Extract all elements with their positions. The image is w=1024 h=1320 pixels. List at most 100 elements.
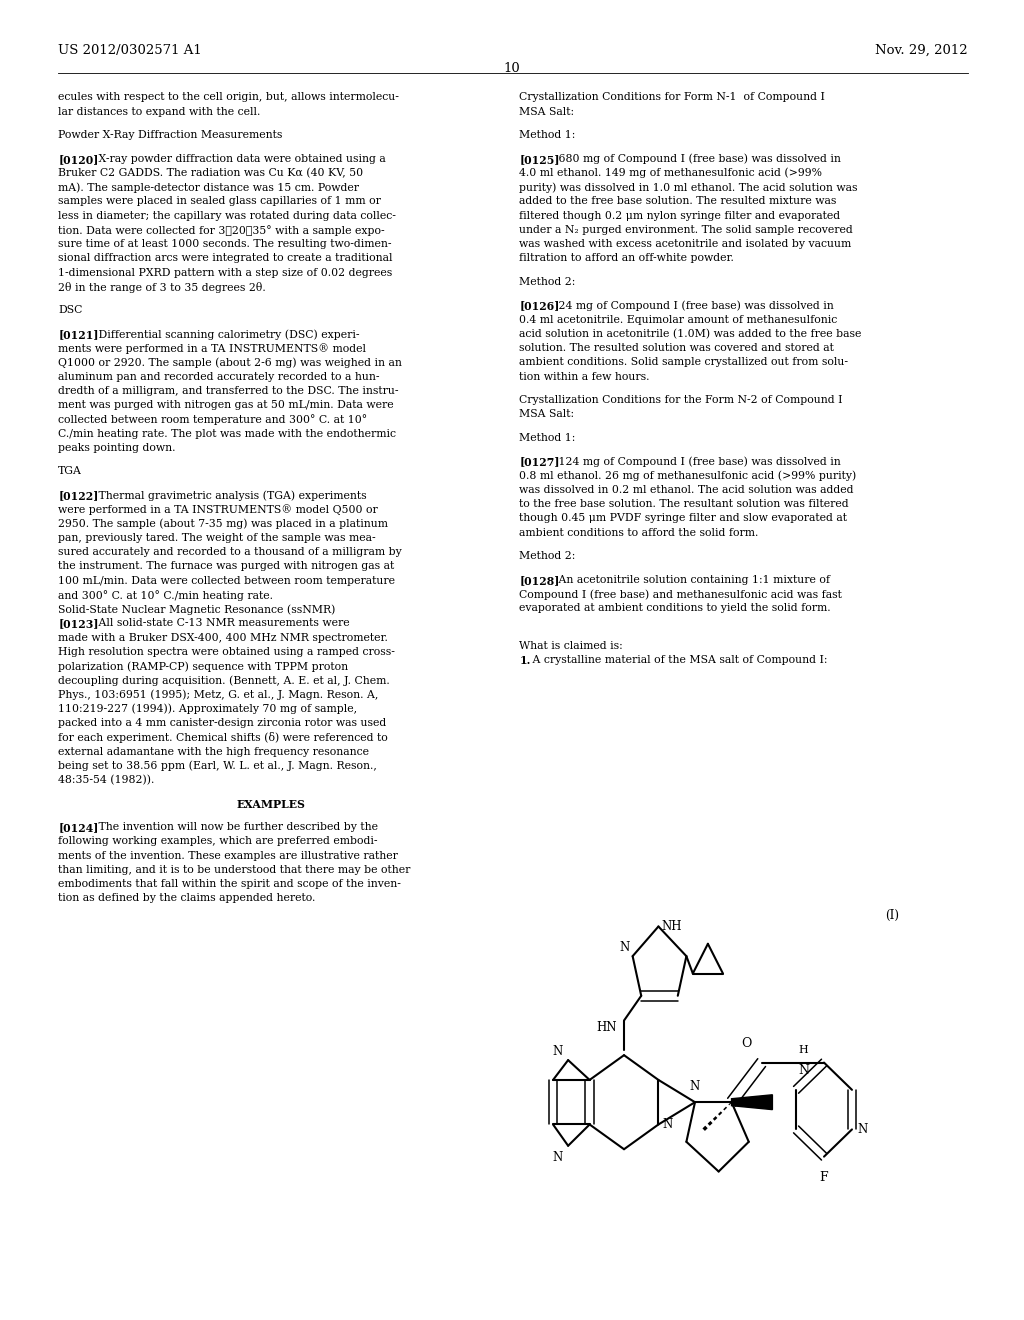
Text: [0122]: [0122] — [58, 490, 98, 502]
Text: evaporated at ambient conditions to yield the solid form.: evaporated at ambient conditions to yiel… — [519, 603, 830, 614]
Text: Method 1:: Method 1: — [519, 131, 575, 140]
Text: embodiments that fall within the spirit and scope of the inven-: embodiments that fall within the spirit … — [58, 879, 401, 890]
Text: ambient conditions. Solid sample crystallized out from solu-: ambient conditions. Solid sample crystal… — [519, 358, 848, 367]
Text: lar distances to expand with the cell.: lar distances to expand with the cell. — [58, 107, 261, 116]
Text: [0127]: [0127] — [519, 457, 560, 467]
Text: made with a Bruker DSX-400, 400 MHz NMR spectrometer.: made with a Bruker DSX-400, 400 MHz NMR … — [58, 632, 388, 643]
Text: ments were performed in a TA INSTRUMENTS® model: ments were performed in a TA INSTRUMENTS… — [58, 343, 367, 354]
Text: An acetonitrile solution containing 1:1 mixture of: An acetonitrile solution containing 1:1 … — [549, 574, 830, 585]
Text: 48:35-54 (1982)).: 48:35-54 (1982)). — [58, 775, 155, 785]
Text: added to the free base solution. The resulted mixture was: added to the free base solution. The res… — [519, 197, 837, 206]
Text: H: H — [799, 1045, 808, 1055]
Text: DSC: DSC — [58, 305, 83, 315]
Text: purity) was dissolved in 1.0 ml ethanol. The acid solution was: purity) was dissolved in 1.0 ml ethanol.… — [519, 182, 858, 193]
Text: 1-dimensional PXRD pattern with a step size of 0.02 degrees: 1-dimensional PXRD pattern with a step s… — [58, 268, 392, 277]
Text: US 2012/0302571 A1: US 2012/0302571 A1 — [58, 44, 202, 57]
Text: N: N — [799, 1064, 809, 1077]
Text: and 300° C. at 10° C./min heating rate.: and 300° C. at 10° C./min heating rate. — [58, 590, 273, 601]
Text: tion as defined by the claims appended hereto.: tion as defined by the claims appended h… — [58, 894, 315, 903]
Text: pan, previously tared. The weight of the sample was mea-: pan, previously tared. The weight of the… — [58, 533, 376, 543]
Text: [0121]: [0121] — [58, 329, 99, 341]
Text: High resolution spectra were obtained using a ramped cross-: High resolution spectra were obtained us… — [58, 647, 395, 657]
Text: 1.: 1. — [519, 655, 530, 665]
Text: tion within a few hours.: tion within a few hours. — [519, 372, 649, 381]
Text: Solid-State Nuclear Magnetic Resonance (ssNMR): Solid-State Nuclear Magnetic Resonance (… — [58, 605, 336, 615]
Text: Nov. 29, 2012: Nov. 29, 2012 — [876, 44, 968, 57]
Text: O: O — [741, 1038, 752, 1051]
Text: Method 2:: Method 2: — [519, 552, 575, 561]
Text: was dissolved in 0.2 ml ethanol. The acid solution was added: was dissolved in 0.2 ml ethanol. The aci… — [519, 484, 854, 495]
Text: 110:219-227 (1994)). Approximately 70 mg of sample,: 110:219-227 (1994)). Approximately 70 mg… — [58, 704, 357, 714]
Text: N: N — [857, 1123, 867, 1137]
Text: TGA: TGA — [58, 466, 82, 477]
Text: 0.8 ml ethanol. 26 mg of methanesulfonic acid (>99% purity): 0.8 ml ethanol. 26 mg of methanesulfonic… — [519, 471, 856, 482]
Text: Crystallization Conditions for Form N-1  of Compound I: Crystallization Conditions for Form N-1 … — [519, 92, 825, 103]
Text: external adamantane with the high frequency resonance: external adamantane with the high freque… — [58, 747, 370, 756]
Text: (I): (I) — [886, 909, 899, 923]
Text: [0123]: [0123] — [58, 618, 99, 630]
Text: filtration to afford an off-white powder.: filtration to afford an off-white powder… — [519, 253, 734, 264]
Polygon shape — [731, 1094, 772, 1110]
Text: decoupling during acquisition. (Bennett, A. E. et al, J. Chem.: decoupling during acquisition. (Bennett,… — [58, 676, 390, 686]
Text: aluminum pan and recorded accurately recorded to a hun-: aluminum pan and recorded accurately rec… — [58, 372, 380, 381]
Text: than limiting, and it is to be understood that there may be other: than limiting, and it is to be understoo… — [58, 865, 411, 875]
Text: filtered though 0.2 μm nylon syringe filter and evaporated: filtered though 0.2 μm nylon syringe fil… — [519, 211, 841, 220]
Text: Phys., 103:6951 (1995); Metz, G. et al., J. Magn. Reson. A,: Phys., 103:6951 (1995); Metz, G. et al.,… — [58, 689, 379, 700]
Text: dredth of a milligram, and transferred to the DSC. The instru-: dredth of a milligram, and transferred t… — [58, 385, 399, 396]
Text: Method 1:: Method 1: — [519, 433, 575, 444]
Text: ment was purged with nitrogen gas at 50 mL/min. Data were: ment was purged with nitrogen gas at 50 … — [58, 400, 394, 411]
Text: acid solution in acetonitrile (1.0M) was added to the free base: acid solution in acetonitrile (1.0M) was… — [519, 329, 861, 339]
Text: the instrument. The furnace was purged with nitrogen gas at: the instrument. The furnace was purged w… — [58, 561, 394, 572]
Text: for each experiment. Chemical shifts (δ) were referenced to: for each experiment. Chemical shifts (δ)… — [58, 733, 388, 743]
Text: [0128]: [0128] — [519, 574, 559, 586]
Text: peaks pointing down.: peaks pointing down. — [58, 444, 176, 453]
Text: 2θ in the range of 3 to 35 degrees 2θ.: 2θ in the range of 3 to 35 degrees 2θ. — [58, 282, 266, 293]
Text: A crystalline material of the MSA salt of Compound I:: A crystalline material of the MSA salt o… — [528, 655, 827, 665]
Text: X-ray powder diffraction data were obtained using a: X-ray powder diffraction data were obtai… — [87, 153, 385, 164]
Text: Method 2:: Method 2: — [519, 277, 575, 286]
Text: The invention will now be further described by the: The invention will now be further descri… — [87, 822, 378, 832]
Text: being set to 38.56 ppm (Earl, W. L. et al., J. Magn. Reson.,: being set to 38.56 ppm (Earl, W. L. et a… — [58, 760, 377, 771]
Text: sure time of at least 1000 seconds. The resulting two-dimen-: sure time of at least 1000 seconds. The … — [58, 239, 392, 249]
Text: less in diameter; the capillary was rotated during data collec-: less in diameter; the capillary was rota… — [58, 211, 396, 220]
Text: 0.4 ml acetonitrile. Equimolar amount of methanesulfonic: 0.4 ml acetonitrile. Equimolar amount of… — [519, 314, 838, 325]
Text: tion. Data were collected for 3≦20≦35° with a sample expo-: tion. Data were collected for 3≦20≦35° w… — [58, 224, 385, 236]
Text: MSA Salt:: MSA Salt: — [519, 107, 574, 116]
Text: collected between room temperature and 300° C. at 10°: collected between room temperature and 3… — [58, 414, 368, 425]
Text: 24 mg of Compound I (free base) was dissolved in: 24 mg of Compound I (free base) was diss… — [549, 301, 835, 312]
Text: N: N — [690, 1080, 700, 1093]
Text: packed into a 4 mm canister-design zirconia rotor was used: packed into a 4 mm canister-design zirco… — [58, 718, 387, 729]
Text: mA). The sample-detector distance was 15 cm. Powder: mA). The sample-detector distance was 15… — [58, 182, 359, 193]
Text: What is claimed is:: What is claimed is: — [519, 640, 623, 651]
Text: F: F — [819, 1171, 828, 1184]
Text: MSA Salt:: MSA Salt: — [519, 409, 574, 420]
Text: N: N — [663, 1118, 673, 1131]
Text: though 0.45 μm PVDF syringe filter and slow evaporated at: though 0.45 μm PVDF syringe filter and s… — [519, 513, 847, 524]
Text: ambient conditions to afford the solid form.: ambient conditions to afford the solid f… — [519, 528, 759, 537]
Text: polarization (RAMP-CP) sequence with TPPM proton: polarization (RAMP-CP) sequence with TPP… — [58, 661, 348, 672]
Text: C./min heating rate. The plot was made with the endothermic: C./min heating rate. The plot was made w… — [58, 429, 396, 438]
Text: ecules with respect to the cell origin, but, allows intermolecu-: ecules with respect to the cell origin, … — [58, 92, 399, 103]
Text: [0124]: [0124] — [58, 822, 98, 833]
Text: Crystallization Conditions for the Form N-2 of Compound I: Crystallization Conditions for the Form … — [519, 395, 843, 405]
Text: 124 mg of Compound I (free base) was dissolved in: 124 mg of Compound I (free base) was dis… — [549, 457, 841, 467]
Text: [0125]: [0125] — [519, 153, 560, 165]
Text: sional diffraction arcs were integrated to create a traditional: sional diffraction arcs were integrated … — [58, 253, 393, 264]
Text: All solid-state C-13 NMR measurements were: All solid-state C-13 NMR measurements we… — [87, 618, 349, 628]
Text: were performed in a TA INSTRUMENTS® model Q500 or: were performed in a TA INSTRUMENTS® mode… — [58, 504, 378, 515]
Text: N: N — [553, 1151, 563, 1164]
Text: to the free base solution. The resultant solution was filtered: to the free base solution. The resultant… — [519, 499, 849, 510]
Text: 10: 10 — [504, 62, 520, 75]
Text: Thermal gravimetric analysis (TGA) experiments: Thermal gravimetric analysis (TGA) exper… — [87, 490, 367, 500]
Text: 4.0 ml ethanol. 149 mg of methanesulfonic acid (>99%: 4.0 ml ethanol. 149 mg of methanesulfoni… — [519, 168, 822, 178]
Text: HN: HN — [596, 1022, 616, 1035]
Text: sured accurately and recorded to a thousand of a milligram by: sured accurately and recorded to a thous… — [58, 546, 402, 557]
Text: EXAMPLES: EXAMPLES — [237, 799, 305, 809]
Text: Compound I (free base) and methanesulfonic acid was fast: Compound I (free base) and methanesulfon… — [519, 589, 842, 599]
Text: ments of the invention. These examples are illustrative rather: ments of the invention. These examples a… — [58, 850, 398, 861]
Text: 680 mg of Compound I (free base) was dissolved in: 680 mg of Compound I (free base) was dis… — [549, 153, 842, 164]
Text: Differential scanning calorimetry (DSC) experi-: Differential scanning calorimetry (DSC) … — [87, 329, 359, 339]
Text: was washed with excess acetonitrile and isolated by vacuum: was washed with excess acetonitrile and … — [519, 239, 851, 249]
Text: following working examples, which are preferred embodi-: following working examples, which are pr… — [58, 837, 378, 846]
Text: N: N — [618, 941, 629, 953]
